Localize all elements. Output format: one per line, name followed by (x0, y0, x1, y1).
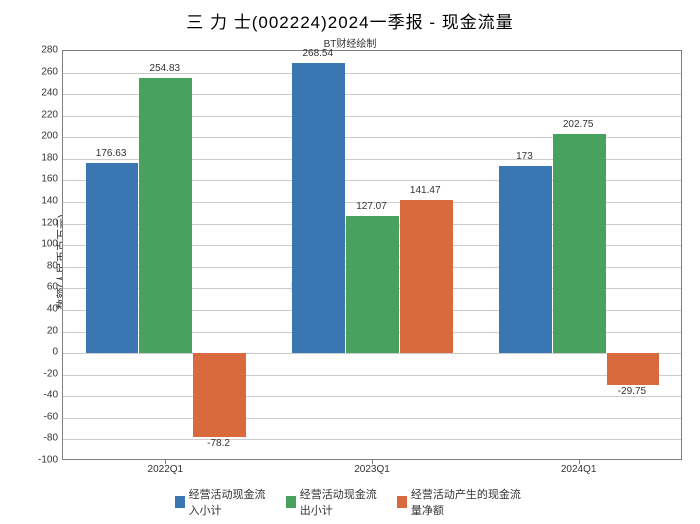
gridline (63, 418, 681, 419)
chart-title: 三 力 士(002224)2024一季报 - 现金流量 (0, 0, 700, 33)
legend: 经营活动现金流入小计经营活动现金流出小计经营活动产生的现金流量净额 (175, 486, 525, 518)
ytick-label: 140 (28, 196, 58, 207)
ytick-label: 40 (28, 303, 58, 314)
bar-value-label: 173 (516, 151, 533, 162)
bar (139, 78, 192, 353)
gridline (63, 396, 681, 397)
xtick-label: 2023Q1 (354, 464, 390, 475)
bar (292, 63, 345, 353)
legend-label: 经营活动现金流出小计 (300, 486, 388, 518)
ytick-label: 260 (28, 66, 58, 77)
bar-value-label: -78.2 (207, 438, 230, 449)
ytick-label: 20 (28, 325, 58, 336)
legend-swatch (286, 496, 296, 508)
gridline (63, 375, 681, 376)
chart-container: 三 力 士(002224)2024一季报 - 现金流量 BT财经绘制 数额(人民… (0, 0, 700, 524)
ytick-label: 120 (28, 217, 58, 228)
ytick-label: 220 (28, 109, 58, 120)
legend-swatch (175, 496, 185, 508)
ytick-label: -60 (28, 411, 58, 422)
ytick-label: 180 (28, 152, 58, 163)
bar-value-label: -29.75 (618, 386, 646, 397)
bar-value-label: 176.63 (96, 148, 127, 159)
legend-swatch (397, 496, 407, 508)
bar (499, 166, 552, 353)
bar (346, 216, 399, 353)
bar (400, 200, 453, 353)
bar-value-label: 254.83 (150, 63, 181, 74)
gridline (63, 353, 681, 354)
bar-value-label: 202.75 (563, 119, 594, 130)
ytick-label: 240 (28, 88, 58, 99)
xtick-label: 2024Q1 (561, 464, 597, 475)
ytick-label: 60 (28, 282, 58, 293)
bar (86, 163, 139, 354)
ytick-label: 280 (28, 45, 58, 56)
ytick-label: 80 (28, 260, 58, 271)
ytick-label: -80 (28, 433, 58, 444)
ytick-label: -40 (28, 390, 58, 401)
legend-item: 经营活动产生的现金流量净额 (397, 486, 525, 518)
legend-item: 经营活动现金流出小计 (286, 486, 387, 518)
legend-label: 经营活动现金流入小计 (189, 486, 277, 518)
bar-value-label: 127.07 (356, 201, 387, 212)
ytick-label: 160 (28, 174, 58, 185)
bar (553, 134, 606, 353)
xtick-label: 2022Q1 (148, 464, 184, 475)
ytick-label: 0 (28, 347, 58, 358)
chart-subtitle: BT财经绘制 (0, 35, 700, 50)
plot-area: BT财经 BUSINESS TIMES 内容由AI生成，仅供参考 (62, 50, 682, 460)
bar (193, 353, 246, 437)
ytick-label: -100 (28, 455, 58, 466)
bar-value-label: 141.47 (410, 185, 441, 196)
bar-value-label: 268.54 (302, 48, 333, 59)
ytick-label: 200 (28, 131, 58, 142)
ytick-label: -20 (28, 368, 58, 379)
bar (607, 353, 660, 385)
ytick-label: 100 (28, 239, 58, 250)
legend-item: 经营活动现金流入小计 (175, 486, 276, 518)
legend-label: 经营活动产生的现金流量净额 (411, 486, 525, 518)
gridline (63, 439, 681, 440)
